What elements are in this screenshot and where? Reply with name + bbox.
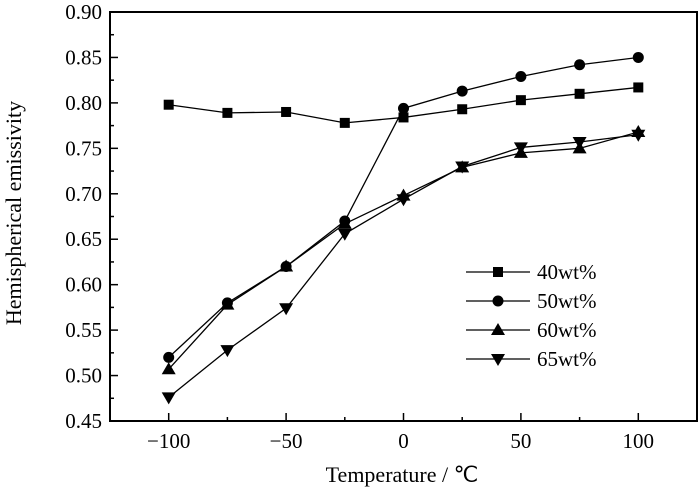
x-tick-label: −50	[270, 429, 303, 453]
data-point	[396, 194, 411, 207]
legend-entry: 60wt%	[466, 318, 597, 342]
data-point	[163, 99, 174, 110]
legend-marker	[493, 267, 503, 277]
y-axis-title: Hemispherical emissivity	[1, 101, 26, 325]
data-point	[456, 85, 468, 97]
series-group	[161, 51, 646, 405]
data-point	[281, 106, 292, 117]
data-point	[631, 129, 646, 142]
data-point	[220, 345, 235, 358]
data-point	[574, 88, 585, 99]
legend-entry: 40wt%	[466, 260, 597, 284]
ticks: −100 −50 0 50 100 0.45 0.50 0.55 0.60 0.65 0.70 0.7…	[65, 0, 654, 453]
data-point	[574, 59, 586, 71]
x-axis-title: Temperature / ℃	[326, 462, 479, 487]
x-tick-label: 100	[623, 429, 655, 453]
data-point	[513, 142, 528, 155]
y-tick-label: 0.50	[65, 364, 102, 388]
legend-entry: 65wt%	[466, 347, 597, 371]
data-point	[632, 51, 644, 63]
legend-marker	[491, 323, 505, 335]
x-tick-label: −100	[147, 429, 190, 453]
y-tick-label: 0.45	[65, 409, 102, 433]
data-point	[279, 303, 294, 316]
data-point	[398, 102, 409, 114]
data-point	[515, 71, 527, 83]
y-tick-label: 0.85	[65, 45, 102, 69]
series-4	[161, 129, 646, 405]
legend-marker	[492, 295, 504, 307]
data-point	[279, 259, 294, 272]
y-tick-label: 0.75	[65, 136, 102, 160]
y-tick-label: 0.90	[65, 0, 102, 24]
series-1	[163, 82, 644, 128]
legend: 40wt% 50wt% 60wt% 65wt%	[466, 260, 597, 371]
data-point	[398, 112, 409, 123]
y-tick-label: 0.60	[65, 273, 102, 297]
data-point	[337, 228, 352, 241]
y-tick-label: 0.65	[65, 227, 102, 251]
series-2	[163, 51, 644, 363]
data-point	[339, 117, 350, 128]
data-point	[163, 351, 175, 363]
data-point	[222, 107, 233, 118]
data-point	[337, 216, 352, 229]
legend-label: 65wt%	[537, 347, 597, 371]
data-point	[633, 82, 644, 93]
data-point	[161, 392, 176, 405]
data-point	[455, 161, 470, 174]
data-point	[515, 95, 526, 106]
legend-marker	[491, 354, 505, 366]
legend-label: 60wt%	[537, 318, 597, 342]
legend-label: 40wt%	[537, 260, 597, 284]
legend-entry: 50wt%	[466, 289, 597, 313]
data-point	[572, 136, 587, 149]
data-point	[457, 104, 468, 115]
y-tick-label: 0.70	[65, 182, 102, 206]
x-tick-label: 50	[510, 429, 531, 453]
legend-label: 50wt%	[537, 289, 597, 313]
y-tick-label: 0.80	[65, 91, 102, 115]
x-tick-label: 0	[398, 429, 409, 453]
plot-frame	[109, 11, 698, 422]
axes	[109, 11, 698, 422]
data-point	[161, 362, 176, 375]
data-point	[220, 297, 235, 310]
y-tick-label: 0.55	[65, 318, 102, 342]
